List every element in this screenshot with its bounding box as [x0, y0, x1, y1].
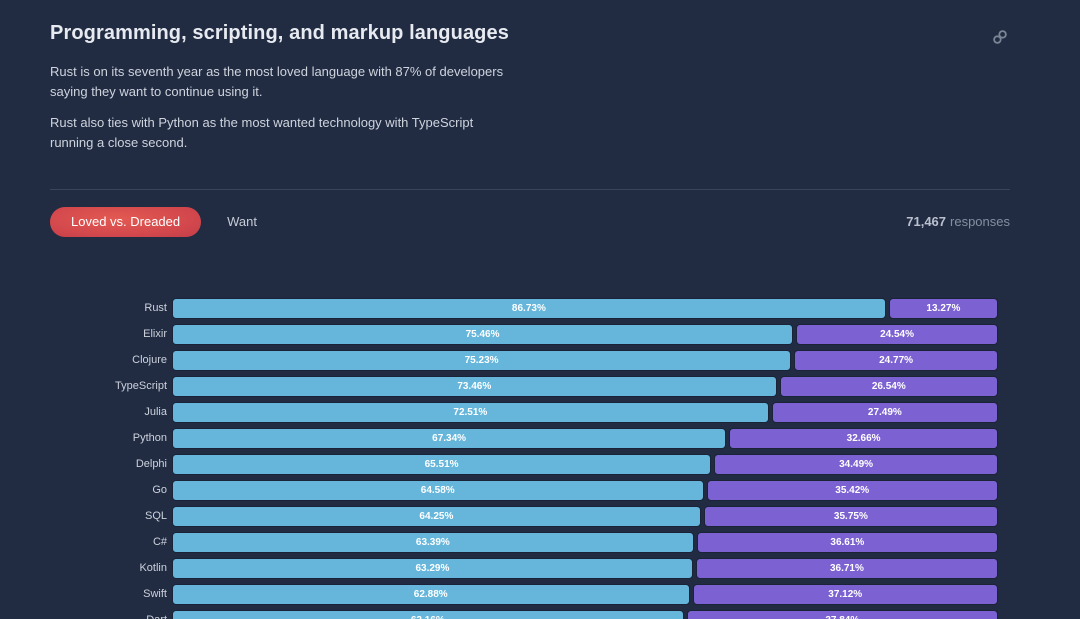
dreaded-bar-segment[interactable]: 34.49%	[714, 453, 998, 475]
loved-bar-segment[interactable]: 72.51%	[172, 401, 769, 423]
chart-area: Rust 86.73% 13.27% Elixir 75.46% 24.54% Clojur…	[50, 297, 998, 619]
intro-paragraph-1: Rust is on its seventh year as the most …	[50, 64, 504, 100]
bar-track: 63.29% 36.71%	[172, 557, 998, 579]
chart-row: Swift 62.88% 37.12%	[50, 583, 998, 605]
loved-bar-segment[interactable]: 63.29%	[172, 557, 693, 579]
language-label: Clojure	[132, 354, 167, 367]
loved-bar-segment[interactable]: 67.34%	[172, 427, 727, 449]
chart-row: Go 64.58% 35.42%	[50, 479, 998, 501]
tab-loved-vs-dreaded[interactable]: Loved vs. Dreaded	[50, 206, 202, 237]
loved-bar-segment[interactable]: 64.25%	[172, 505, 701, 527]
loved-bar-segment[interactable]: 86.73%	[172, 297, 886, 319]
chart-row: SQL 64.25% 35.75%	[50, 505, 998, 527]
chart-row: Rust 86.73% 13.27%	[50, 297, 998, 319]
bar-track: 73.46% 26.54%	[172, 375, 998, 397]
chart-row: Kotlin 63.29% 36.71%	[50, 557, 998, 579]
language-label: C#	[152, 536, 167, 549]
loved-bar-segment[interactable]: 75.23%	[172, 349, 792, 371]
page-title: Programming, scripting, and markup langu…	[50, 22, 509, 44]
bar-track: 62.88% 37.12%	[172, 583, 998, 605]
dreaded-bar-segment[interactable]: 35.42%	[706, 479, 998, 501]
dreaded-bar-segment[interactable]: 35.75%	[703, 505, 998, 527]
language-label: Dart	[50, 614, 172, 619]
dreaded-bar-segment[interactable]: 13.27%	[888, 297, 998, 319]
intro-paragraph-2: Rust also ties with Python as the most w…	[50, 115, 474, 151]
language-label: Rust	[144, 302, 167, 315]
dreaded-bar-segment[interactable]: 24.77%	[794, 349, 998, 371]
dreaded-bar-segment[interactable]: 27.49%	[771, 401, 998, 423]
language-label: Kotlin	[139, 562, 167, 575]
dreaded-bar-segment[interactable]: 26.54%	[779, 375, 998, 397]
loved-bar-segment[interactable]: 62.88%	[172, 583, 690, 605]
dreaded-bar-segment[interactable]: 36.71%	[695, 557, 998, 579]
section-link-icon[interactable]	[992, 29, 1008, 45]
dreaded-bar-segment[interactable]: 32.66%	[729, 427, 998, 449]
chart-row: Python 67.34% 32.66%	[50, 427, 998, 449]
loved-bar-segment[interactable]: 63.39%	[172, 531, 694, 553]
dreaded-bar-segment[interactable]: 37.84%	[686, 609, 998, 619]
chart-row: Delphi 65.51% 34.49%	[50, 453, 998, 475]
language-label: Go	[152, 484, 167, 497]
dreaded-bar-segment[interactable]: 36.61%	[696, 531, 998, 553]
loved-bar-segment[interactable]: 64.58%	[172, 479, 704, 501]
bar-track: 64.58% 35.42%	[172, 479, 998, 501]
responses-count: 71,467	[906, 214, 947, 230]
loved-bar-segment[interactable]: 62.16%	[172, 609, 684, 619]
bar-track: 67.34% 32.66%	[172, 427, 998, 449]
responses-counter: 71,467 responses	[906, 214, 1010, 229]
language-label: Python	[132, 432, 167, 445]
language-label: Julia	[144, 406, 167, 419]
chart-row: Elixir 75.46% 24.54%	[50, 323, 998, 345]
loved-bar-segment[interactable]: 65.51%	[172, 453, 712, 475]
bar-track: 62.16%37.84%	[172, 609, 998, 619]
chart-tabs: Loved vs. Dreaded Want 71,467 responses	[50, 206, 1010, 237]
bar-track: 75.46% 24.54%	[172, 323, 998, 345]
chart-row: Dart62.16%37.84%	[50, 609, 998, 619]
language-label: Delphi	[135, 458, 167, 471]
section-intro: Rust is on its seventh year as the most …	[50, 62, 1010, 154]
dreaded-bar-segment[interactable]: 24.54%	[796, 323, 998, 345]
bar-track: 64.25% 35.75%	[172, 505, 998, 527]
bar-track: 75.23% 24.77%	[172, 349, 998, 371]
chart-row: TypeScript 73.46% 26.54%	[50, 375, 998, 397]
bar-track: 72.51% 27.49%	[172, 401, 998, 423]
dreaded-bar-segment[interactable]: 37.12%	[692, 583, 998, 605]
loved-bar-segment[interactable]: 73.46%	[172, 375, 777, 397]
language-label: Swift	[143, 588, 167, 601]
language-label: Elixir	[143, 328, 167, 341]
tab-want[interactable]: Want	[227, 214, 257, 230]
bar-track: 65.51% 34.49%	[172, 453, 998, 475]
responses-label: responses	[950, 214, 1010, 230]
language-label: SQL	[144, 510, 167, 523]
loved-bar-segment[interactable]: 75.46%	[172, 323, 794, 345]
chart-row: Julia 72.51% 27.49%	[50, 401, 998, 423]
chart-row: Clojure 75.23% 24.77%	[50, 349, 998, 371]
section-divider	[50, 188, 1010, 190]
chart-row: C# 63.39% 36.61%	[50, 531, 998, 553]
language-label: TypeScript	[115, 380, 167, 393]
bar-track: 63.39% 36.61%	[172, 531, 998, 553]
bar-track: 86.73% 13.27%	[172, 297, 998, 319]
